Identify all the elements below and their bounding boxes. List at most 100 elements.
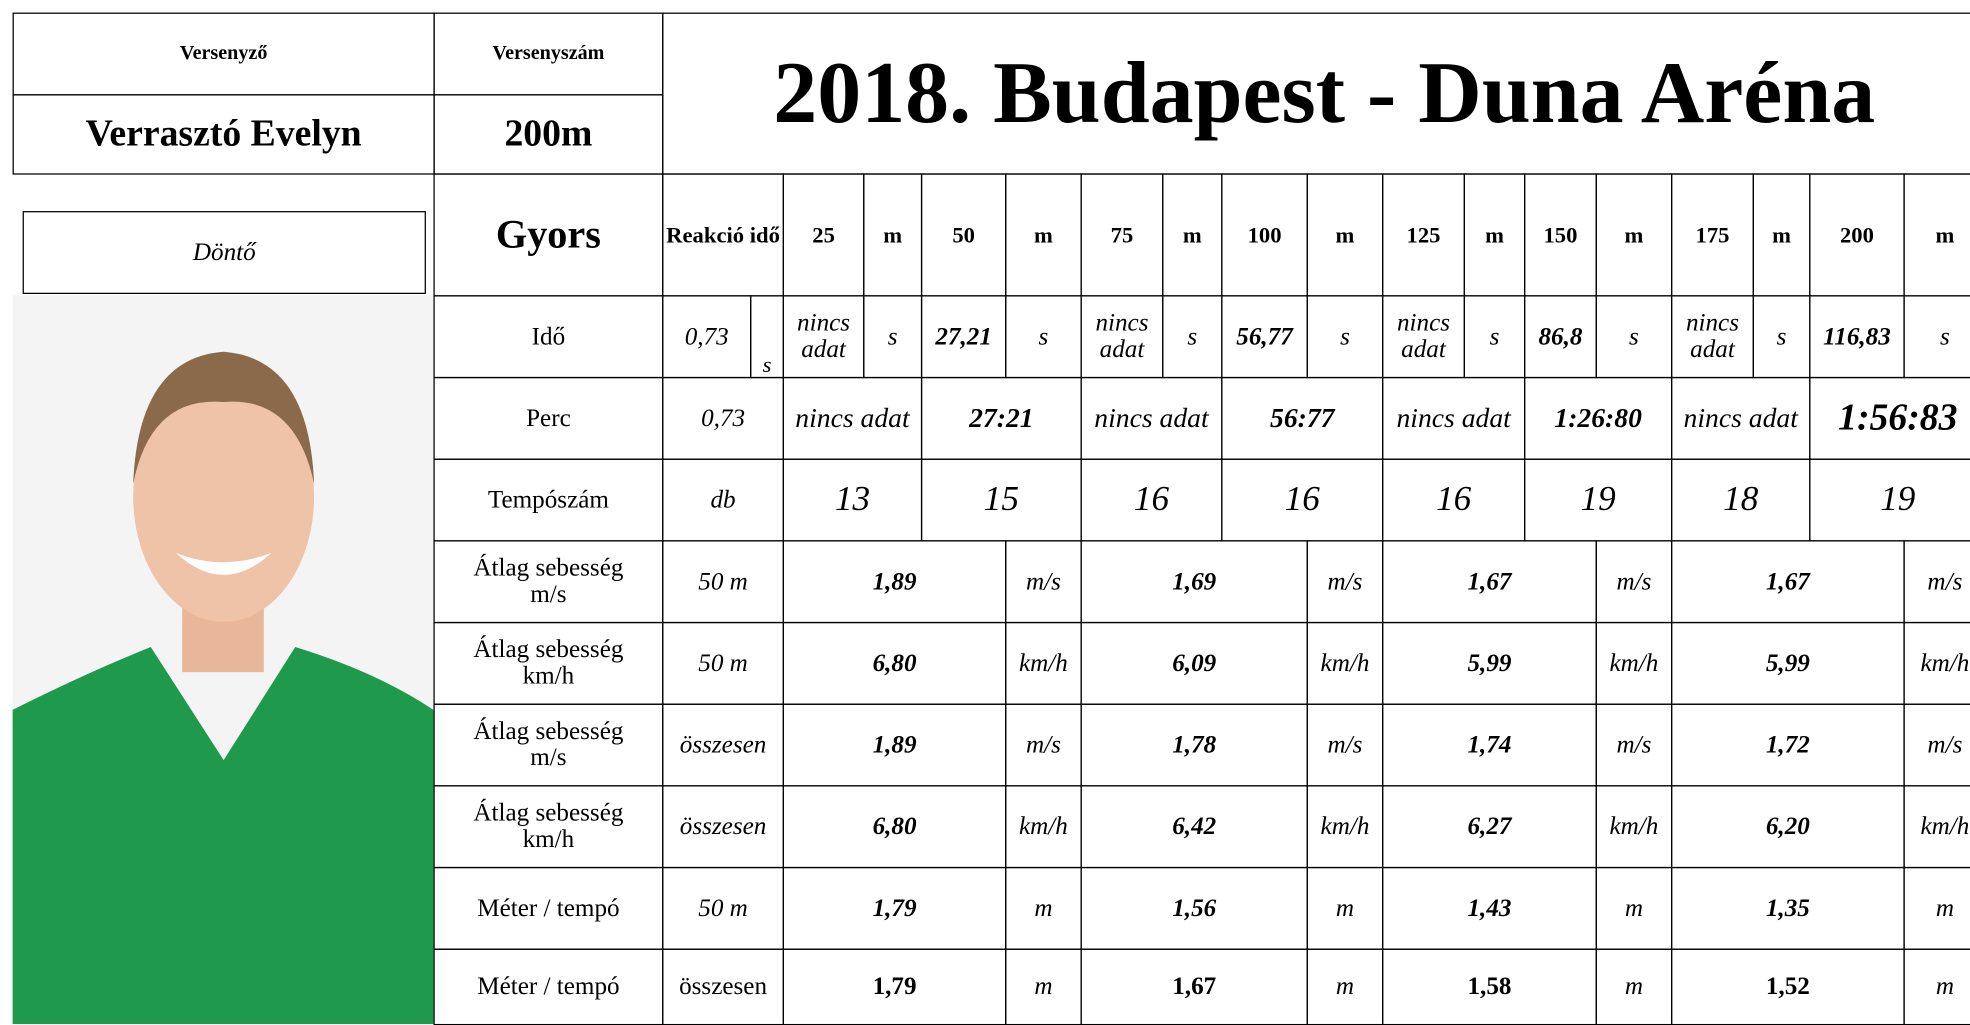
- cell: s: [1005, 295, 1082, 378]
- sheet: VersenyzőVerrasztó EvelynVersenyszám200m…: [0, 0, 1970, 1024]
- column-header: 150: [1524, 173, 1597, 296]
- stroke: Gyors: [433, 173, 663, 296]
- row-label: Átlag sebesség m/s: [433, 540, 663, 623]
- athlete-photo: [13, 295, 434, 1024]
- cell: nincs adat: [783, 377, 922, 460]
- cell: 1,67: [1671, 540, 1905, 623]
- cell: 1,72: [1671, 704, 1905, 787]
- cell: nincs adat: [1671, 295, 1754, 378]
- cell: 0,73: [662, 377, 784, 460]
- cell: 1,78: [1081, 704, 1308, 787]
- cell: 56,77: [1221, 295, 1308, 378]
- cell: 1,89: [783, 704, 1007, 787]
- cell: s: [1596, 295, 1673, 378]
- cell: nincs adat: [1382, 377, 1525, 460]
- cell: 6,80: [783, 785, 1007, 868]
- cell: m/s: [1903, 540, 1970, 623]
- cell: 5,99: [1382, 622, 1597, 705]
- cell: m/s: [1903, 704, 1970, 787]
- cell: 50 m: [662, 540, 784, 623]
- cell: 1,52: [1671, 949, 1905, 1025]
- column-header: m: [1307, 173, 1384, 296]
- cell: 1,67: [1382, 540, 1597, 623]
- cell: 1,79: [783, 867, 1007, 950]
- cell: 6,27: [1382, 785, 1597, 868]
- cell: km/h: [1596, 785, 1673, 868]
- cell: nincs adat: [1382, 295, 1465, 378]
- row-label: Átlag sebesség m/s: [433, 704, 663, 787]
- cell: s: [863, 295, 922, 378]
- column-header: 50: [921, 173, 1006, 296]
- column-header: 25: [783, 173, 865, 296]
- column-header: m: [1753, 173, 1811, 296]
- cell: km/h: [1005, 622, 1082, 705]
- cell: 1,69: [1081, 540, 1308, 623]
- cell: 1,79: [783, 949, 1007, 1025]
- cell: s: [1162, 295, 1222, 378]
- event: 200m: [433, 94, 663, 174]
- cell: 6,20: [1671, 785, 1905, 868]
- row-label: Átlag sebesség km/h: [433, 622, 663, 705]
- cell: m: [1903, 867, 1970, 950]
- cell: 50 m: [662, 622, 784, 705]
- cell: 19: [1524, 459, 1672, 542]
- row-label: Méter / tempó: [433, 949, 663, 1025]
- column-header: m: [1464, 173, 1526, 296]
- cell: 1,74: [1382, 704, 1597, 787]
- cell: nincs adat: [1081, 295, 1164, 378]
- cell: km/h: [1307, 622, 1384, 705]
- cell: 16: [1081, 459, 1223, 542]
- column-header: Reakció idő: [662, 173, 784, 296]
- cell: m/s: [1307, 704, 1384, 787]
- row-label: Átlag sebesség km/h: [433, 785, 663, 868]
- cell: 6,80: [783, 622, 1007, 705]
- cell: 1,56: [1081, 867, 1308, 950]
- cell: m/s: [1005, 540, 1082, 623]
- column-header: 100: [1221, 173, 1308, 296]
- cell: s: [1307, 295, 1384, 378]
- cell: nincs adat: [783, 295, 865, 378]
- competitor: Verrasztó Evelyn: [13, 94, 435, 174]
- cell: 13: [783, 459, 922, 542]
- cell: m: [1596, 867, 1673, 950]
- column-header: m: [1005, 173, 1082, 296]
- cell: m: [1596, 949, 1673, 1025]
- cell: 1,89: [783, 540, 1007, 623]
- cell: m: [1005, 867, 1082, 950]
- cell: s: [1753, 295, 1811, 378]
- cell: 1:26:80: [1524, 377, 1672, 460]
- cell: 15: [921, 459, 1082, 542]
- cell: 16: [1221, 459, 1383, 542]
- cell: 1,67: [1081, 949, 1308, 1025]
- cell: 6,42: [1081, 785, 1308, 868]
- competitor-label: Versenyző: [13, 13, 435, 96]
- cell: 27,21: [921, 295, 1006, 378]
- cell: km/h: [1596, 622, 1673, 705]
- cell: m: [1005, 949, 1082, 1025]
- cell: 6,09: [1081, 622, 1308, 705]
- round: Döntő: [23, 211, 426, 294]
- column-header: 200: [1809, 173, 1904, 296]
- cell: db: [662, 459, 784, 542]
- cell: 86,8: [1524, 295, 1597, 378]
- cell: m: [1307, 867, 1384, 950]
- cell: 1,58: [1382, 949, 1597, 1025]
- cell: s: [750, 295, 784, 378]
- cell: 16: [1382, 459, 1525, 542]
- row-label: Méter / tempó: [433, 867, 663, 950]
- cell: km/h: [1307, 785, 1384, 868]
- cell: 50 m: [662, 867, 784, 950]
- cell: s: [1903, 295, 1970, 378]
- column-header: m: [1596, 173, 1673, 296]
- cell: s: [1464, 295, 1526, 378]
- cell: 27:21: [921, 377, 1082, 460]
- row-label: Idő: [433, 295, 663, 378]
- cell: 5,99: [1671, 622, 1905, 705]
- cell: 56:77: [1221, 377, 1383, 460]
- cell: m/s: [1005, 704, 1082, 787]
- column-header: m: [1162, 173, 1222, 296]
- cell: nincs adat: [1671, 377, 1810, 460]
- cell: összesen: [662, 949, 784, 1025]
- cell: km/h: [1903, 622, 1970, 705]
- cell: összesen: [662, 704, 784, 787]
